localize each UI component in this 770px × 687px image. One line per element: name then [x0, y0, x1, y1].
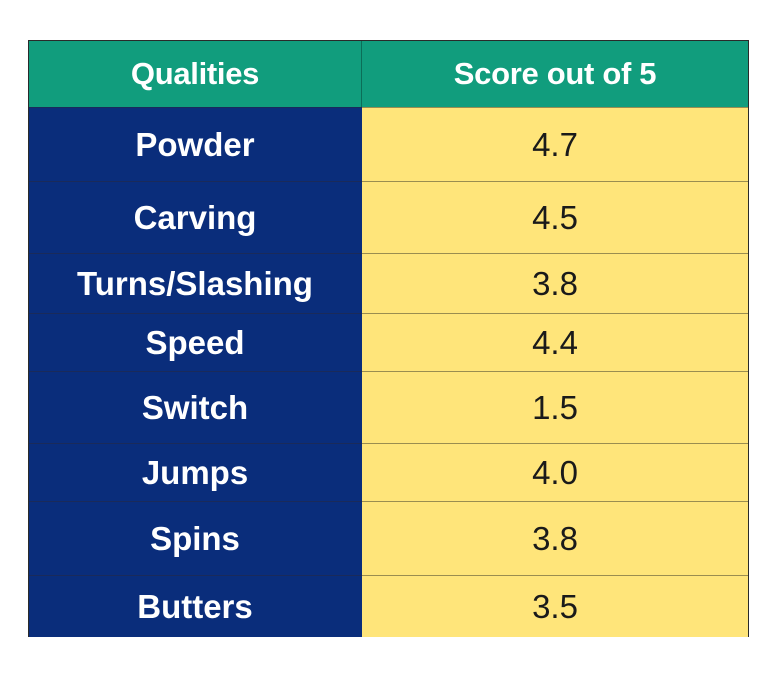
- table-row: Spins 3.8: [29, 501, 748, 575]
- table-row: Powder 4.7: [29, 107, 748, 181]
- score-cell: 4.7: [362, 107, 748, 181]
- score-cell: 4.5: [362, 181, 748, 253]
- table-row: Jumps 4.0: [29, 443, 748, 501]
- table-header: Qualities Score out of 5: [29, 41, 748, 107]
- score-cell: 3.8: [362, 253, 748, 313]
- score-cell: 3.8: [362, 501, 748, 575]
- table-body: Powder 4.7 Carving 4.5 Turns/Slashing 3.8 Spee…: [29, 107, 748, 637]
- column-header-score: Score out of 5: [453, 56, 657, 91]
- column-header-qualities: Qualities: [29, 41, 362, 107]
- quality-cell: Powder: [29, 108, 362, 181]
- quality-cell: Jumps: [29, 444, 362, 501]
- quality-cell: Spins: [29, 502, 362, 575]
- quality-cell: Speed: [29, 314, 362, 371]
- quality-cell: Carving: [29, 182, 362, 253]
- quality-cell: Butters: [29, 576, 362, 637]
- score-cell: 1.5: [362, 371, 748, 443]
- quality-cell: Switch: [29, 372, 362, 443]
- table-row: Speed 4.4: [29, 313, 748, 371]
- score-cell: 3.5: [362, 575, 748, 637]
- table-row: Butters 3.5: [29, 575, 748, 637]
- table-row: Switch 1.5: [29, 371, 748, 443]
- table-row: Carving 4.5: [29, 181, 748, 253]
- quality-cell: Turns/Slashing: [29, 254, 362, 313]
- score-cell: 4.0: [362, 443, 748, 501]
- scores-table: Qualities Score out of 5 Powder 4.7 Carvin…: [28, 40, 749, 637]
- table-row: Turns/Slashing 3.8: [29, 253, 748, 313]
- score-cell: 4.4: [362, 313, 748, 371]
